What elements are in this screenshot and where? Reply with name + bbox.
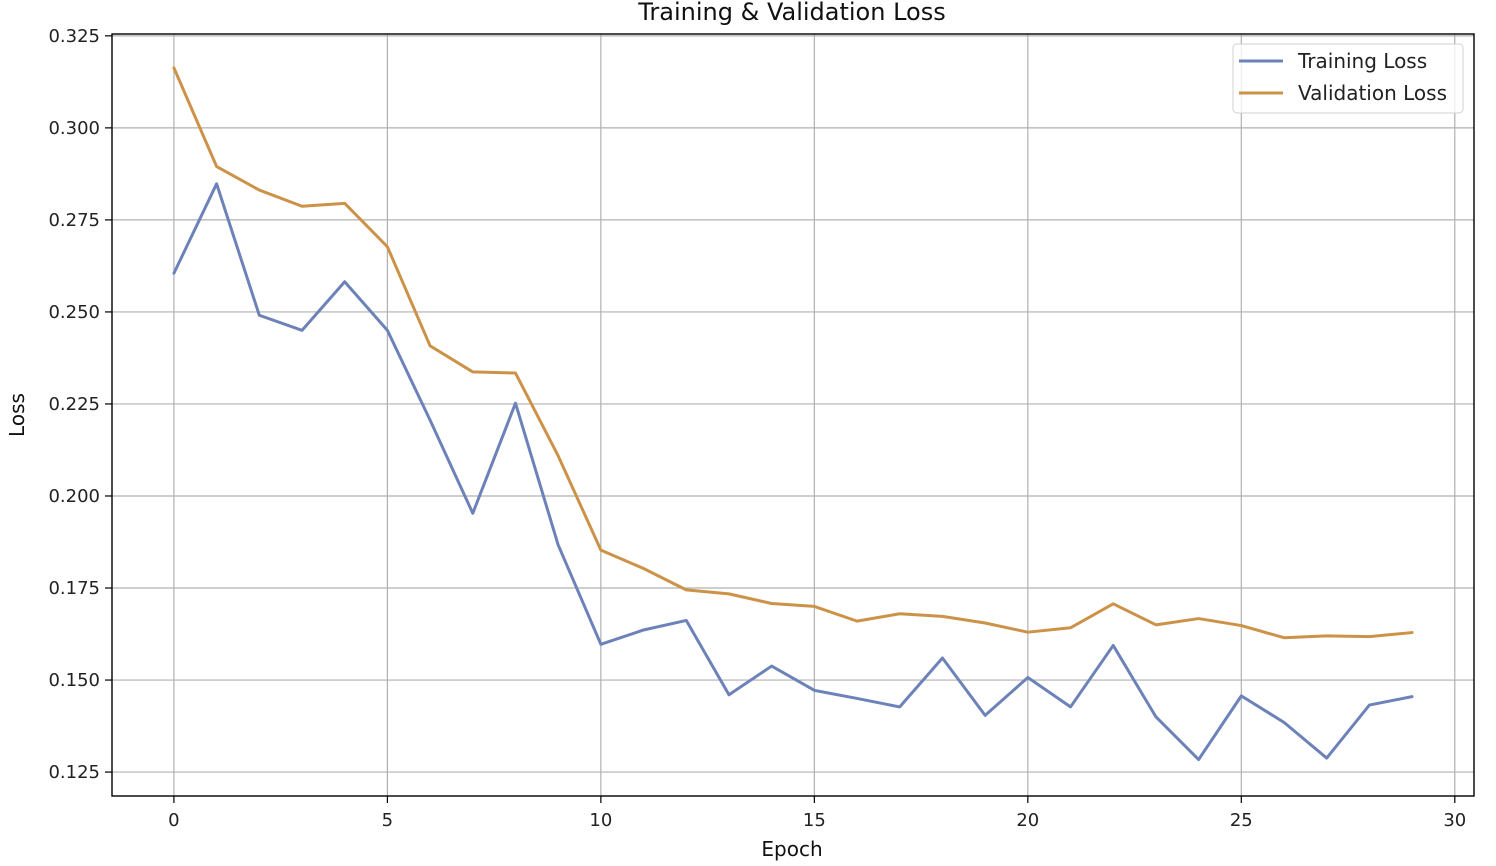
x-axis-label: Epoch (761, 837, 822, 861)
series-layer (172, 66, 1414, 762)
legend-box (1232, 43, 1464, 114)
legend-label-training-loss: Training Loss (1297, 49, 1427, 73)
y-tick-label: 0.275 (48, 210, 100, 231)
y-tick-label: 0.175 (48, 578, 100, 599)
grid-lines (112, 34, 1474, 796)
y-tick-label: 0.200 (48, 486, 100, 507)
tick-labels: 0 5 10 15 20 25 30 0.125 0.150 0.175 0.200 0.225 0.2… (48, 26, 1466, 831)
x-tick-label: 30 (1443, 810, 1466, 831)
x-tick-label: 5 (382, 810, 393, 831)
y-tick-label: 0.325 (48, 26, 100, 47)
series-line-validation-loss (172, 66, 1414, 640)
x-tick-label: 0 (168, 810, 179, 831)
x-tick-label: 25 (1230, 810, 1253, 831)
y-tick-label: 0.150 (48, 670, 100, 691)
plot-frame (111, 33, 1475, 797)
y-tick-label: 0.225 (48, 394, 100, 415)
y-tick-label: 0.300 (48, 118, 100, 139)
y-axis-label: Loss (5, 393, 29, 437)
x-tick-label: 20 (1016, 810, 1039, 831)
y-tick-label: 0.250 (48, 302, 100, 323)
series-line-training-loss (172, 182, 1414, 762)
legend-label-validation-loss: Validation Loss (1298, 81, 1447, 105)
y-tick-label: 0.125 (48, 762, 100, 783)
x-tick-label: 15 (803, 810, 826, 831)
axes (105, 33, 1475, 803)
chart-title: Training & Validation Loss (637, 0, 945, 26)
x-tick-label: 10 (589, 810, 612, 831)
legend: Training Loss Validation Loss (1232, 43, 1464, 114)
